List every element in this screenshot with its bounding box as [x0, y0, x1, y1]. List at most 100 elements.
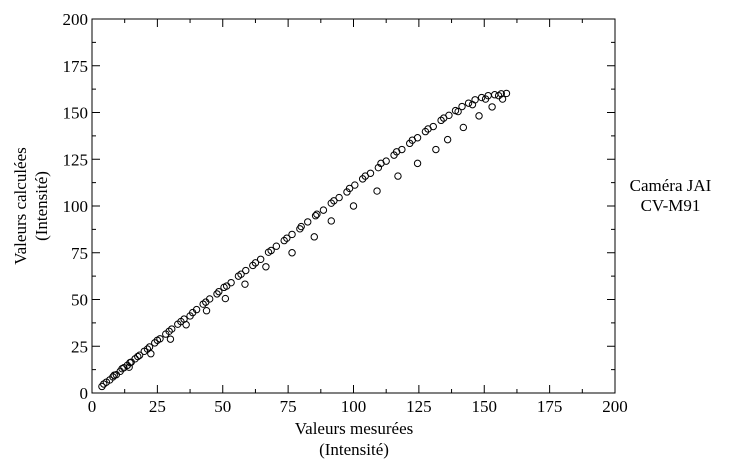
data-point: [256, 255, 265, 263]
data-point: [118, 364, 126, 373]
x-tick-label: 125: [406, 397, 432, 416]
data-point: [468, 100, 477, 109]
data-point: [310, 233, 318, 241]
data-point: [153, 336, 162, 344]
data-point: [345, 184, 354, 193]
data-point: [304, 218, 312, 226]
data-point: [262, 263, 270, 271]
x-axis-label-line2: (Intensité): [319, 440, 389, 459]
data-point: [458, 102, 466, 111]
y-tick-label: 75: [71, 244, 88, 263]
data-point: [498, 95, 507, 103]
data-point: [241, 280, 249, 288]
data-point: [147, 350, 155, 358]
y-tick-label: 100: [63, 197, 89, 216]
data-point: [349, 202, 358, 210]
data-point: [335, 193, 343, 202]
data-point: [126, 359, 134, 367]
data-point: [188, 308, 197, 317]
data-point: [394, 172, 402, 180]
x-tick-label: 100: [341, 397, 367, 416]
data-point: [251, 259, 260, 267]
data-point: [227, 278, 235, 287]
x-axis-label-line1: Valeurs mesurées: [295, 419, 414, 438]
y-tick-label: 125: [63, 150, 89, 169]
data-point: [361, 172, 369, 180]
data-point: [475, 112, 483, 120]
data-point: [440, 114, 448, 122]
data-point: [454, 107, 462, 116]
camera-annotation: Caméra JAI CV-M91: [612, 176, 729, 216]
data-point: [222, 282, 231, 290]
y-tick-label: 25: [71, 337, 88, 356]
data-point: [471, 96, 479, 104]
data-point: [288, 249, 296, 257]
data-point: [413, 159, 422, 168]
data-point: [272, 242, 281, 250]
data-point: [221, 294, 230, 303]
data-point: [443, 135, 452, 144]
data-point: [464, 99, 473, 107]
data-point: [134, 352, 142, 361]
data-point: [125, 363, 133, 371]
data-point: [202, 307, 211, 315]
y-axis-label-line2: (Intensité): [32, 171, 51, 241]
data-point: [424, 125, 432, 133]
data-point: [213, 290, 221, 298]
data-point: [151, 339, 159, 347]
data-point: [182, 321, 190, 329]
x-tick-label: 50: [214, 397, 231, 416]
data-point: [392, 148, 401, 156]
data-point: [319, 206, 328, 214]
data-point: [459, 123, 468, 132]
y-tick-label: 0: [80, 384, 89, 403]
x-tick-label: 25: [149, 397, 166, 416]
x-tick-label: 175: [537, 397, 563, 416]
x-tick-label: 200: [602, 397, 628, 416]
data-point: [267, 246, 275, 255]
data-point: [408, 136, 417, 144]
data-point: [110, 371, 118, 379]
data-point: [288, 230, 296, 239]
data-point: [477, 93, 486, 102]
data-point: [377, 159, 385, 168]
data-point: [330, 197, 338, 205]
data-point: [215, 287, 223, 296]
y-tick-label: 175: [63, 57, 89, 76]
y-axis-label-line1: Valeurs calculées: [11, 147, 30, 265]
y-tick-label: 150: [63, 104, 89, 123]
data-point: [249, 261, 257, 270]
data-point: [421, 127, 430, 136]
data-point: [242, 266, 250, 275]
data-point: [313, 210, 321, 218]
data-point: [202, 298, 210, 306]
camera-annotation-line2: CV-M91: [640, 196, 701, 215]
y-tick-label: 50: [71, 291, 88, 310]
data-point: [165, 327, 173, 335]
data-point: [488, 103, 496, 111]
x-tick-label: 0: [88, 397, 97, 416]
data-point: [280, 236, 288, 245]
data-point: [166, 335, 175, 343]
data-point: [327, 217, 335, 225]
data-point: [327, 199, 335, 207]
data-point: [297, 222, 305, 231]
data-point: [143, 345, 152, 353]
data-point: [237, 270, 245, 278]
data-point: [351, 181, 359, 189]
data-point: [283, 234, 291, 242]
x-tick-label: 75: [280, 397, 297, 416]
y-tick-label: 200: [63, 10, 89, 29]
data-point: [502, 89, 511, 98]
data-point: [432, 145, 440, 154]
data-point: [373, 187, 381, 195]
plot-frame: [91, 18, 616, 394]
data-point: [177, 317, 185, 326]
x-tick-label: 150: [472, 397, 498, 416]
data-point: [311, 212, 320, 220]
camera-annotation-line1: Caméra JAI: [629, 176, 712, 195]
data-point: [135, 351, 144, 359]
data-point: [98, 382, 106, 391]
data-point: [145, 343, 154, 351]
